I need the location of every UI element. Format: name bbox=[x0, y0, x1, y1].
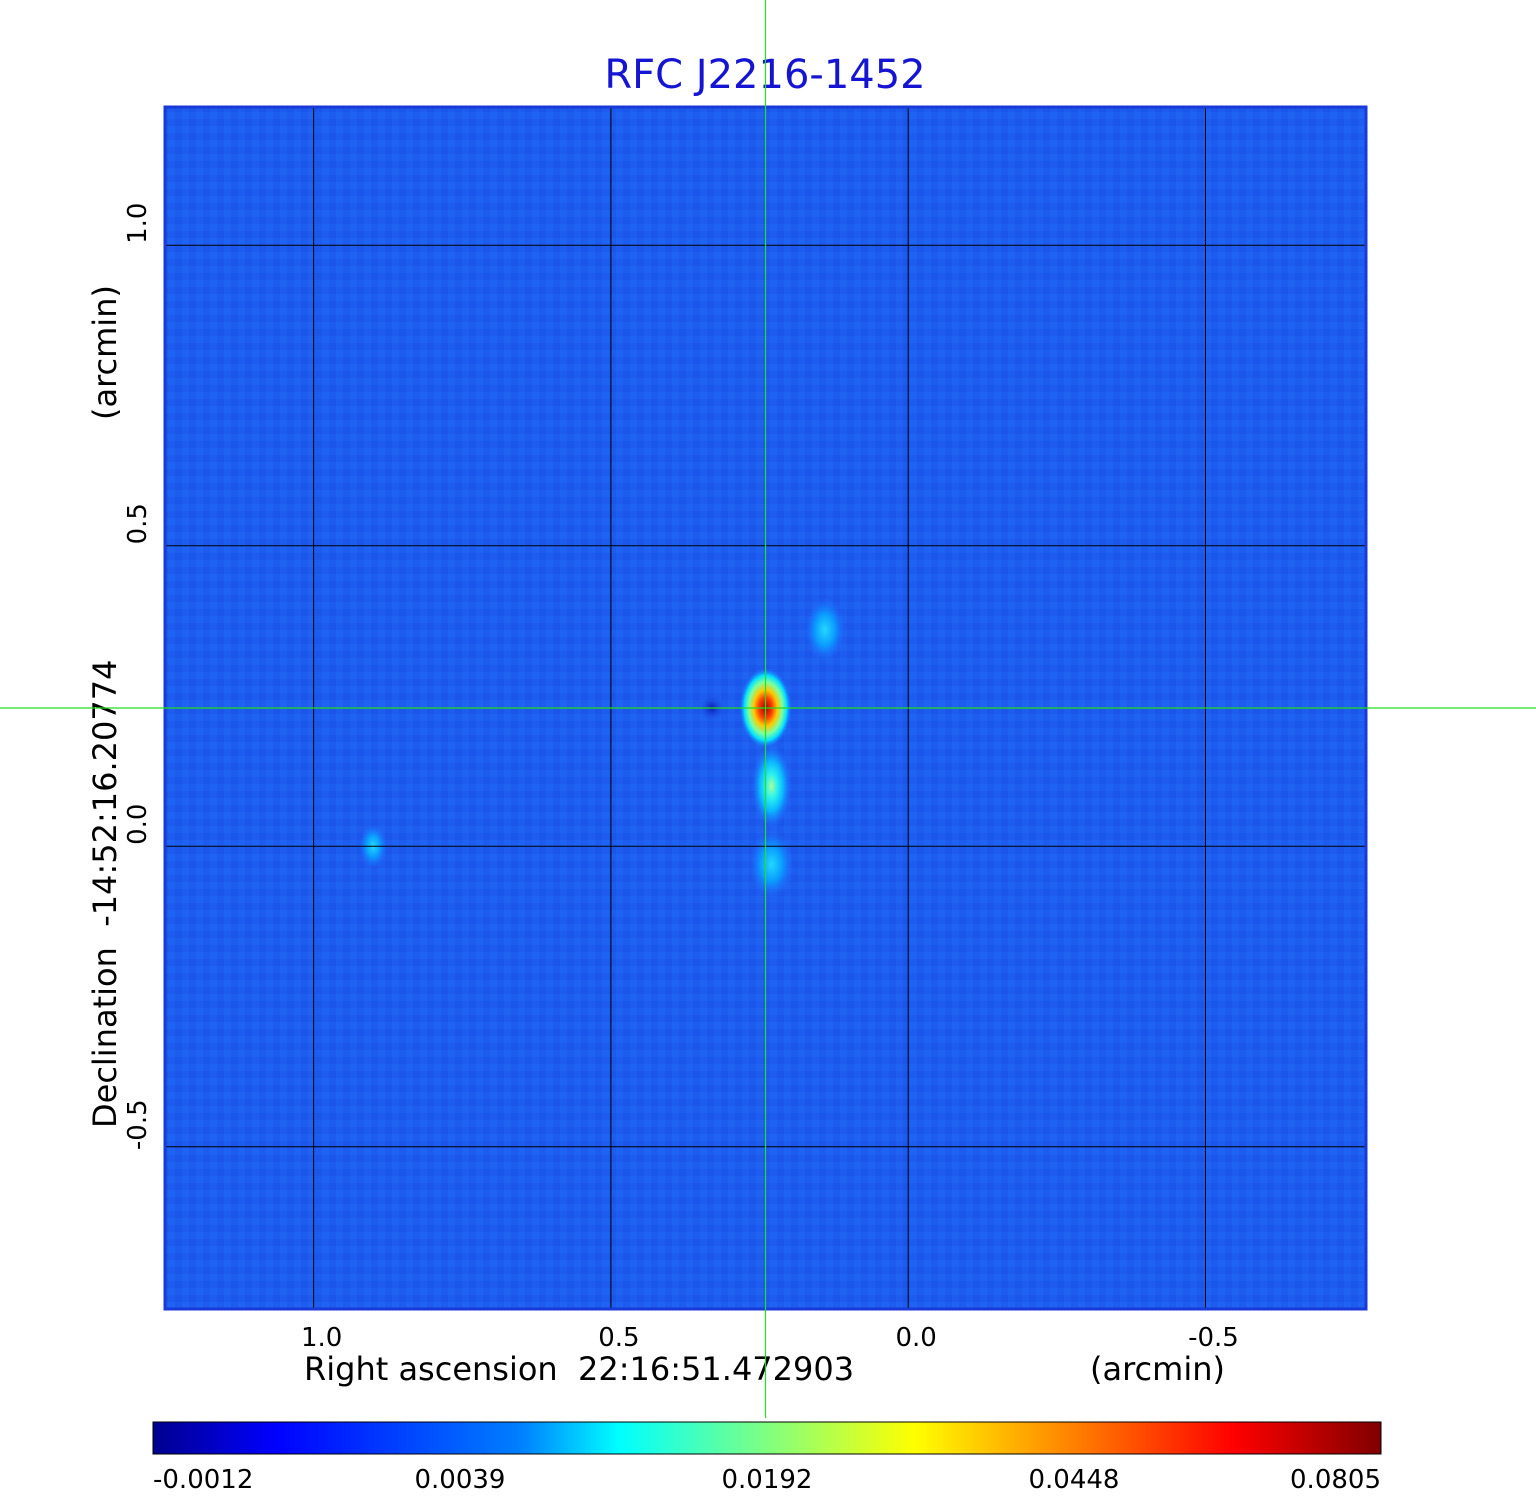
emission-feature bbox=[751, 744, 792, 829]
x-tick-label: 1.0 bbox=[301, 1323, 342, 1353]
colorbar bbox=[152, 1421, 1382, 1455]
colorbar-tick-label: 0.0805 bbox=[1290, 1465, 1381, 1495]
x-tick-labels: 1.0 0.5 0.0 -0.5 bbox=[301, 1323, 1239, 1353]
emission-feature bbox=[804, 597, 845, 662]
x-tick-label: 0.5 bbox=[598, 1323, 639, 1353]
crosshair bbox=[0, 0, 1536, 1418]
colorbar-tick-label: 0.0039 bbox=[415, 1465, 506, 1495]
colorbar-tick-labels: -0.0012 0.0039 0.0192 0.0448 0.0805 bbox=[153, 1465, 1381, 1495]
y-tick-labels: 1.0 0.5 0.0 -0.5 bbox=[123, 203, 153, 1151]
y-tick-label: 1.0 bbox=[123, 203, 153, 244]
colorbar-tick-label: -0.0012 bbox=[153, 1465, 253, 1495]
y-axis-label: Declination -14:52:16.20774 bbox=[86, 660, 124, 1128]
x-axis-unit: (arcmin) bbox=[1090, 1350, 1225, 1388]
x-tick-label: 0.0 bbox=[896, 1323, 937, 1353]
y-tick-label: 0.5 bbox=[123, 503, 153, 544]
x-axis-label: Right ascension 22:16:51.472903 bbox=[304, 1350, 854, 1388]
colorbar-tick-label: 0.0192 bbox=[722, 1465, 813, 1495]
x-tick-label: -0.5 bbox=[1188, 1323, 1239, 1353]
y-tick-label: 0.0 bbox=[123, 804, 153, 845]
colorbar-tick-label: 0.0448 bbox=[1029, 1465, 1120, 1495]
y-axis-unit: (arcmin) bbox=[86, 285, 124, 420]
y-tick-label: -0.5 bbox=[123, 1099, 153, 1150]
emission-feature bbox=[749, 830, 794, 899]
